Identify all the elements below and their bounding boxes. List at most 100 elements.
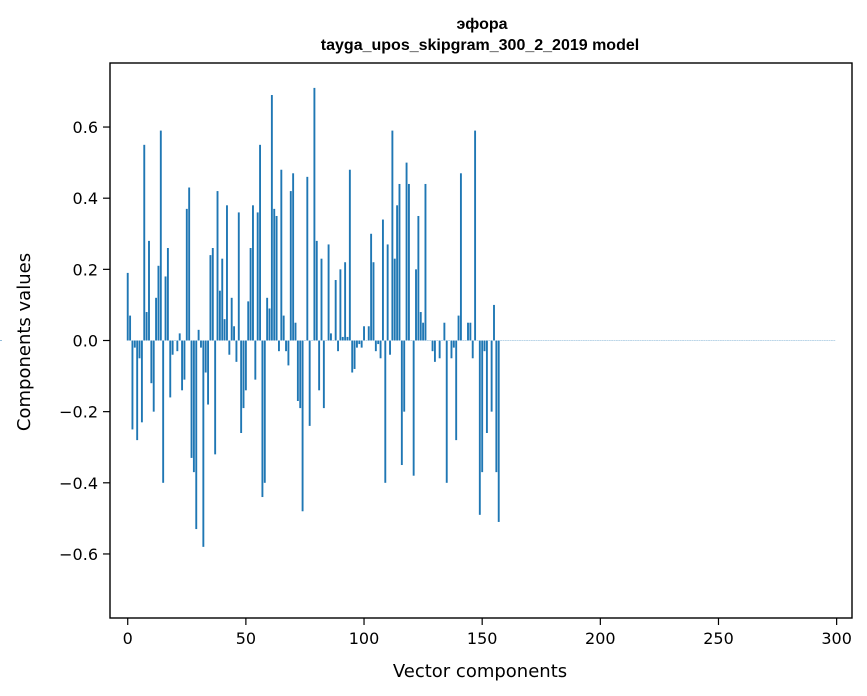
bar-10 [150,340,153,384]
bar-55 [256,212,259,341]
bar-3 [133,340,136,348]
bar-33 [204,340,207,373]
bar-109 [384,340,387,483]
bar-0 [126,272,129,341]
y-axis-label: Components values [14,253,35,431]
bar-88 [334,280,337,341]
bar-96 [353,340,356,369]
bar-77 [308,340,311,426]
bar-51 [247,301,250,341]
bar-137 [450,340,453,359]
chart-title: эфора [456,16,507,33]
y-tick-label: 0.4 [73,189,98,208]
bar-36 [211,248,214,341]
bar-31 [200,340,202,348]
bar-64 [278,340,280,352]
bar-59 [266,297,269,341]
bar-44 [230,297,233,341]
bar-61 [270,95,273,341]
y-tick-label: −0.4 [59,474,98,493]
bar-52 [249,248,252,341]
x-tick-label: 200 [585,629,616,648]
bar-58 [263,340,266,483]
bar-57 [261,340,264,498]
bar-15 [162,340,165,483]
x-tick-label: 50 [236,629,256,648]
bar-68 [287,340,290,366]
x-tick-label: 0 [123,629,133,648]
bar-115 [398,183,401,341]
bar-41 [223,319,226,341]
bar-22 [178,333,181,341]
bar-123 [417,215,420,341]
bar-92 [344,262,347,341]
bar-34 [207,340,210,405]
bar-107 [379,340,382,359]
bar-118 [405,162,408,341]
bar-108 [381,219,384,341]
bar-102 [367,326,370,341]
bar-24 [183,340,186,380]
bar-46 [235,340,238,362]
bar-28 [192,340,195,473]
x-axis-ticks: 0 50 100 150 200 250 300 [123,618,852,648]
x-tick-label: 250 [703,629,734,648]
bar-39 [218,290,221,341]
bar-89 [337,340,339,352]
bar-69 [289,191,292,341]
bar-98 [358,340,361,345]
bar-40 [221,258,224,341]
bar-73 [299,340,302,409]
y-tick-label: −0.6 [59,545,98,564]
y-tick-label: 0.2 [73,260,98,279]
bar-90 [339,269,342,341]
bar-91 [341,336,344,341]
bar-130 [433,340,436,362]
bar-43 [228,340,231,355]
bar-112 [391,130,394,341]
bar-95 [351,340,354,373]
bar-11 [152,340,155,412]
bar-155 [493,304,495,341]
bar-139 [455,340,458,441]
plot-frame [109,62,853,619]
bar-63 [275,215,278,341]
bar-21 [176,340,179,352]
bar-114 [396,205,399,341]
bar-23 [181,340,184,391]
bar-100 [363,326,365,341]
bar-80 [315,240,318,341]
x-tick-label: 100 [349,629,380,648]
bar-119 [407,183,410,341]
bar-93 [346,336,349,341]
bar-103 [370,233,373,341]
bar-97 [355,340,358,348]
bar-152 [485,340,488,433]
bar-30 [197,329,200,341]
x-tick-label: 300 [821,629,852,648]
bar-144 [467,322,469,341]
bar-19 [171,340,174,355]
x-tick-label: 150 [467,629,498,648]
bar-50 [244,340,247,391]
bar-49 [242,340,245,409]
bar-8 [145,312,148,341]
bar-124 [419,312,422,341]
bar-47 [237,212,240,341]
bar-48 [240,340,243,433]
bar-81 [318,340,321,391]
bar-105 [374,340,377,352]
bar-67 [285,340,287,352]
bar-2 [131,340,134,430]
bar-140 [457,315,460,341]
bar-35 [209,255,212,341]
bar-83 [322,340,325,409]
bar-141 [459,173,462,341]
bar-66 [282,315,285,341]
bar-72 [296,340,299,401]
bar-126 [424,183,427,341]
bar-62 [273,208,276,341]
bar-9 [148,240,150,341]
bar-116 [400,340,403,466]
